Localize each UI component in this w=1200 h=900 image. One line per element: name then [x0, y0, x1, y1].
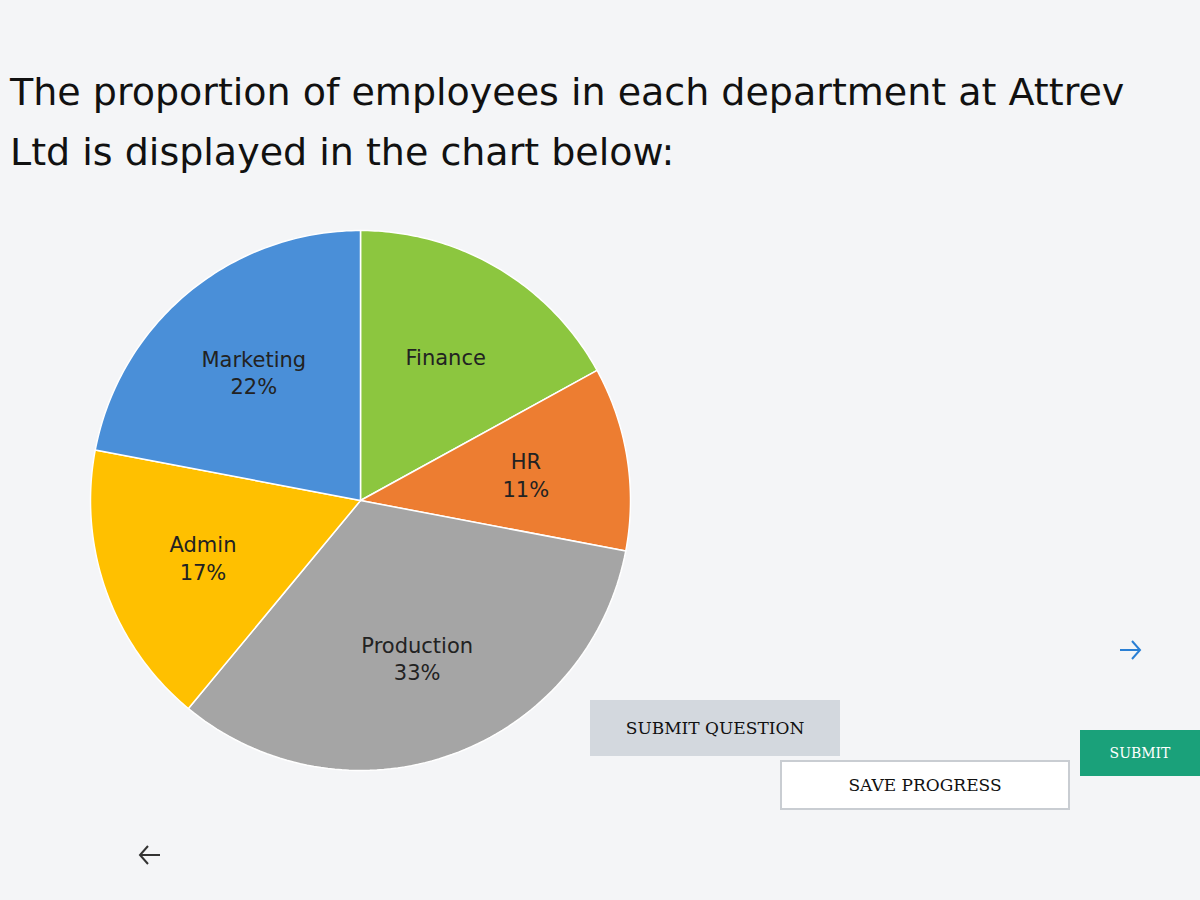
- html-text:SUBMIT QUESTION: SUBMIT QUESTION: [625, 718, 805, 738]
- svg-text:Production33%: Production33%: [361, 634, 473, 685]
- html-text:The proportion of employees in: The proportion of employees in each depa…: [10, 70, 1125, 174]
- svg-text:Finance: Finance: [406, 346, 486, 370]
- html-text:SAVE PROGRESS: SAVE PROGRESS: [848, 775, 1002, 795]
- svg-text:Admin17%: Admin17%: [170, 533, 237, 584]
- svg-text:Marketing22%: Marketing22%: [201, 348, 306, 399]
- svg-text:HR11%: HR11%: [502, 450, 549, 501]
- html-text:SUBMIT: SUBMIT: [1109, 745, 1171, 761]
